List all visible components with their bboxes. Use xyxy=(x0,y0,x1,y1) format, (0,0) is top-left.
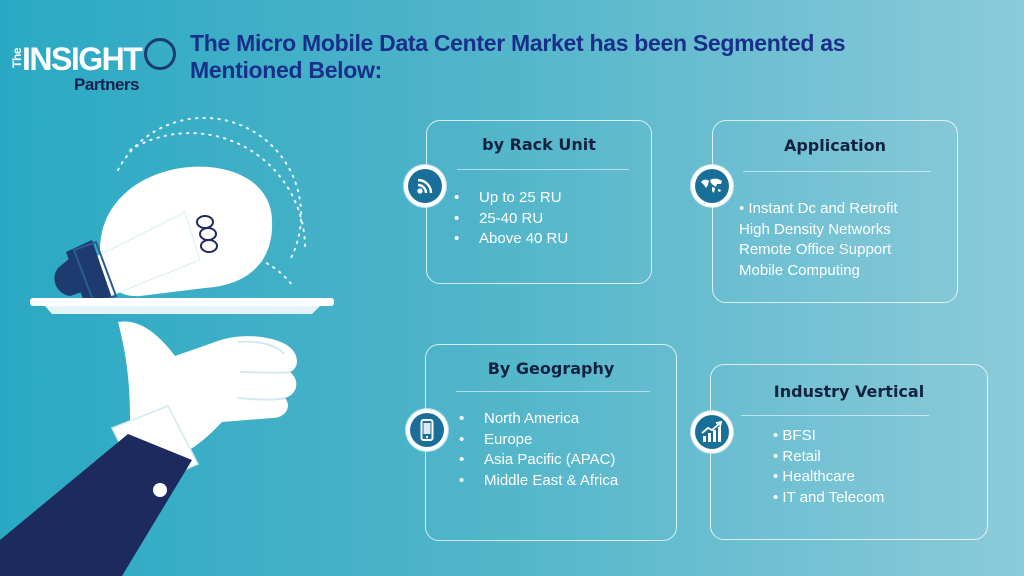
magnifier-icon xyxy=(144,38,176,70)
segment-card-application: Application • Instant Dc and Retrofit Hi… xyxy=(712,120,958,303)
tray xyxy=(30,298,334,306)
list-item: • IT and Telecom xyxy=(773,488,885,506)
signal-icon xyxy=(404,165,446,207)
list-item: Up to 25 RU xyxy=(454,188,568,209)
list-item: • Instant Dc and Retrofit xyxy=(739,200,898,217)
brand-logo: The INSIGHT Partners xyxy=(10,38,180,98)
item-list: • BFSI • Retail • Healthcare • IT and Te… xyxy=(773,426,884,508)
world-map-icon xyxy=(691,165,733,207)
divider xyxy=(741,415,929,416)
list-item: Middle East & Africa xyxy=(459,471,618,492)
list-item: • Healthcare xyxy=(773,468,855,485)
list-item: Mobile Computing xyxy=(739,261,860,279)
list-item: Europe xyxy=(459,430,618,451)
glow-dots xyxy=(117,116,307,286)
list-item: Remote Office Support xyxy=(739,241,892,258)
list-item: North America xyxy=(459,409,618,430)
jacket-sleeve xyxy=(0,434,192,576)
list-item: 25-40 RU xyxy=(454,209,568,230)
cuff-button xyxy=(153,483,167,497)
bulb-coils xyxy=(196,215,218,253)
divider xyxy=(456,391,650,392)
card-heading: By Geography xyxy=(487,359,615,378)
item-list: North America Europe Asia Pacific (APAC)… xyxy=(459,409,618,491)
segment-card-rack-unit: by Rack Unit Up to 25 RU 25-40 RU Above … xyxy=(426,120,652,284)
segment-card-industry-vertical: Industry Vertical • BFSI • Retail • Heal… xyxy=(710,364,988,540)
list-item: • Retail xyxy=(773,447,821,465)
card-heading: by Rack Unit xyxy=(482,135,596,154)
growth-chart-icon xyxy=(691,411,733,453)
divider xyxy=(457,169,629,170)
card-heading: Application xyxy=(783,136,887,155)
list-item: High Density Networks xyxy=(739,220,891,238)
item-list: • Instant Dc and Retrofit High Density N… xyxy=(739,199,898,281)
card-heading: Industry Vertical xyxy=(773,382,925,401)
bulb-on-tray-illustration xyxy=(0,116,334,576)
list-item: • BFSI xyxy=(773,427,816,444)
brand-partners: Partners xyxy=(74,75,139,94)
list-item: Above 40 RU xyxy=(454,229,568,250)
divider xyxy=(743,171,931,172)
item-list: Up to 25 RU 25-40 RU Above 40 RU xyxy=(454,188,568,250)
segment-card-geography: By Geography North America Europe Asia P… xyxy=(425,344,677,541)
list-item: Asia Pacific (APAC) xyxy=(459,450,618,471)
mobile-phone-icon xyxy=(406,409,448,451)
page-title: The Micro Mobile Data Center Market has … xyxy=(190,30,846,83)
brand-insight: INSIGHT xyxy=(22,41,143,77)
